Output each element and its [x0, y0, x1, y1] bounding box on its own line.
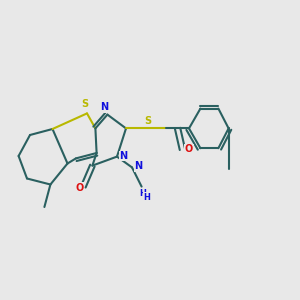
Text: N: N	[119, 151, 128, 161]
Text: O: O	[185, 144, 193, 154]
Text: S: S	[144, 116, 151, 126]
Text: O: O	[76, 183, 84, 193]
Text: H: H	[140, 189, 146, 198]
Text: N: N	[100, 102, 109, 112]
Text: H: H	[144, 193, 150, 202]
Text: S: S	[81, 99, 88, 110]
Text: N: N	[134, 161, 143, 171]
